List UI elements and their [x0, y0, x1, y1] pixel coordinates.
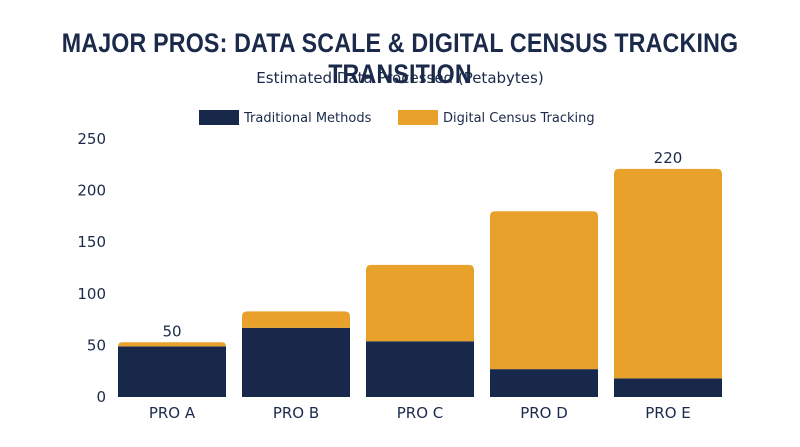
x-tick-label: PRO B [273, 404, 319, 422]
bar-segment [118, 342, 226, 347]
y-tick-label: 250 [77, 130, 106, 148]
x-tick-label: PRO A [149, 404, 196, 422]
data-label: 50 [162, 322, 181, 340]
bar-segment [614, 168, 722, 379]
bar-segment [242, 311, 350, 328]
chart-subtitle: Estimated Data Processed (Petabytes) [256, 69, 544, 87]
x-tick-label: PRO E [645, 404, 691, 422]
bar-segment [242, 327, 350, 397]
x-tick-label: PRO C [397, 404, 444, 422]
data-label: 220 [654, 149, 683, 167]
y-tick-label: 100 [77, 285, 106, 303]
bar-segment [490, 211, 598, 370]
bar-segment [118, 346, 226, 397]
y-tick-label: 0 [96, 388, 106, 406]
x-tick-label: PRO D [520, 404, 568, 422]
y-tick-label: 200 [77, 182, 106, 200]
y-tick-label: 50 [87, 336, 106, 354]
legend-label: Digital Census Tracking [443, 111, 595, 126]
bar-segment [614, 378, 722, 397]
bar-segment [366, 341, 474, 397]
chart-title: MAJOR PROS: DATA SCALE & DIGITAL CENSUS … [61, 28, 739, 89]
y-tick-label: 150 [77, 233, 106, 251]
legend-swatch [398, 110, 438, 125]
legend-label: Traditional Methods [243, 111, 372, 126]
bar-segment [366, 264, 474, 342]
bar-segment [490, 369, 598, 397]
legend-swatch [199, 110, 239, 125]
